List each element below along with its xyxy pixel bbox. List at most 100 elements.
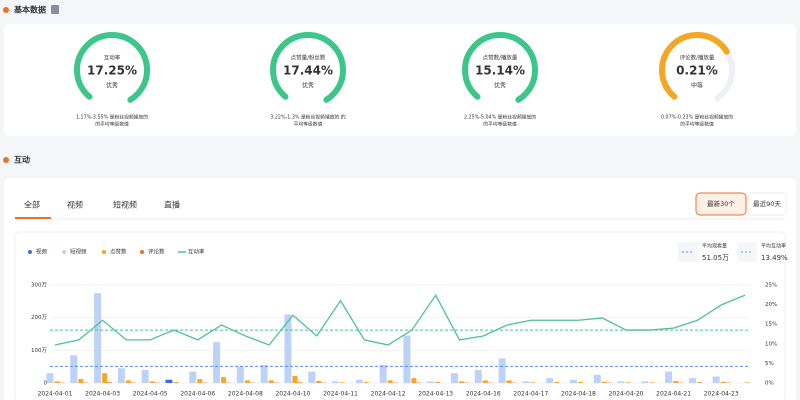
- stat-value: 13.49%: [761, 254, 788, 262]
- bar: [316, 381, 322, 383]
- tab[interactable]: 视频: [67, 200, 83, 210]
- basic-card: [4, 24, 796, 136]
- bar: [213, 342, 221, 383]
- bar: [522, 381, 530, 383]
- section-title: 基本数据: [13, 5, 46, 15]
- bar: [688, 378, 696, 383]
- bar: [363, 382, 369, 383]
- legend-label[interactable]: 短视频: [70, 248, 87, 256]
- bar: [379, 365, 387, 383]
- y-tick-label: 0: [44, 381, 48, 387]
- x-tick-label: 2024-04-11: [323, 391, 358, 398]
- gauge-desc: 的平均等级数值: [483, 121, 517, 128]
- bar: [94, 293, 102, 383]
- bar: [696, 382, 702, 383]
- chart-panel: [14, 231, 786, 400]
- y-tick-label: 200万: [31, 314, 47, 321]
- legend-label[interactable]: 互动率: [188, 248, 205, 256]
- bar: [244, 380, 250, 383]
- bar: [78, 379, 84, 383]
- bar: [720, 381, 726, 383]
- y2-tick-label: 0%: [765, 381, 774, 387]
- legend-label[interactable]: 评论数: [148, 248, 165, 256]
- bar: [665, 371, 673, 383]
- x-tick-label: 2024-04-12: [371, 391, 406, 398]
- bar: [625, 382, 631, 383]
- button-label[interactable]: 最近90天: [753, 199, 781, 208]
- bar: [498, 358, 506, 383]
- x-tick-label: 2024-04-20: [609, 391, 644, 398]
- tab[interactable]: 全部: [24, 200, 40, 210]
- gauge-label: 点赞量/粉丝数: [291, 54, 326, 62]
- bar: [474, 369, 482, 383]
- gauge-value: 15.14%: [475, 64, 525, 78]
- bar: [744, 382, 750, 383]
- gauge-desc: 2.25%-5.04% 是粉丝视频播放的: [464, 114, 536, 121]
- bar: [673, 381, 679, 383]
- bar: [107, 382, 113, 383]
- tab[interactable]: 直播: [164, 200, 180, 210]
- bar: [355, 379, 363, 383]
- x-tick-label: 2024-04-18: [561, 391, 596, 398]
- gauge-label: 互动率: [104, 54, 121, 62]
- legend-label[interactable]: 点赞数: [110, 248, 127, 256]
- legend-dot: [28, 250, 32, 254]
- bar: [450, 373, 458, 383]
- bar: [292, 375, 298, 383]
- legend-label[interactable]: 视频: [36, 248, 48, 256]
- bar: [125, 380, 131, 383]
- bar: [506, 380, 512, 383]
- tab[interactable]: 短视频: [113, 200, 137, 210]
- bar: [554, 382, 560, 383]
- bar: [173, 382, 179, 383]
- y2-tick-label: 5%: [765, 361, 774, 367]
- bar: [577, 382, 583, 383]
- bar: [601, 381, 607, 383]
- button[interactable]: [747, 192, 787, 216]
- bar: [641, 381, 649, 383]
- stat-value: 51.05万: [702, 254, 729, 262]
- y2-tick-label: 10%: [765, 341, 777, 347]
- button[interactable]: [695, 192, 747, 216]
- y2-tick-label: 20%: [765, 302, 777, 308]
- bar: [411, 378, 417, 383]
- gauge-desc: 1.17%-3.55% 是粉丝视频播放的: [76, 114, 148, 121]
- stat-label: 平均互动率: [761, 243, 786, 250]
- info-icon[interactable]: [51, 5, 59, 14]
- bar: [569, 379, 577, 383]
- x-tick-label: 2024-04-01: [38, 391, 73, 398]
- bar: [117, 368, 125, 383]
- gauge-rating: 优秀: [106, 82, 118, 90]
- bar: [593, 374, 601, 383]
- bar: [617, 381, 625, 383]
- x-tick-label: 2024-04-13: [418, 391, 453, 398]
- bar: [102, 373, 108, 383]
- x-tick-label: 2024-04-08: [228, 391, 263, 398]
- section-dot: [3, 157, 9, 163]
- gauge-desc: 平均等级数值: [294, 121, 323, 128]
- bar: [458, 381, 464, 383]
- bar: [221, 377, 227, 383]
- bar: [482, 380, 488, 383]
- gauge-arc: [269, 32, 346, 108]
- bar: [141, 369, 149, 383]
- bar: [54, 381, 60, 383]
- x-tick-label: 2024-04-10: [275, 391, 310, 398]
- bar: [149, 381, 155, 383]
- bar: [268, 380, 274, 383]
- y-tick-label: 100万: [31, 347, 47, 354]
- gauge-rating: 优秀: [302, 82, 314, 90]
- gauge-arc: [74, 32, 150, 108]
- bar: [435, 382, 441, 383]
- gauge-value: 17.25%: [87, 64, 137, 78]
- bar: [340, 382, 346, 383]
- section-title: 互动: [14, 155, 30, 165]
- button-label[interactable]: 最新30个: [707, 199, 735, 208]
- x-tick-label: 2024-04-16: [466, 391, 501, 398]
- tab-underline: [15, 217, 51, 219]
- bar: [427, 381, 435, 383]
- bar: [46, 373, 54, 383]
- section-dot: [3, 7, 9, 13]
- y2-tick-label: 25%: [765, 283, 777, 289]
